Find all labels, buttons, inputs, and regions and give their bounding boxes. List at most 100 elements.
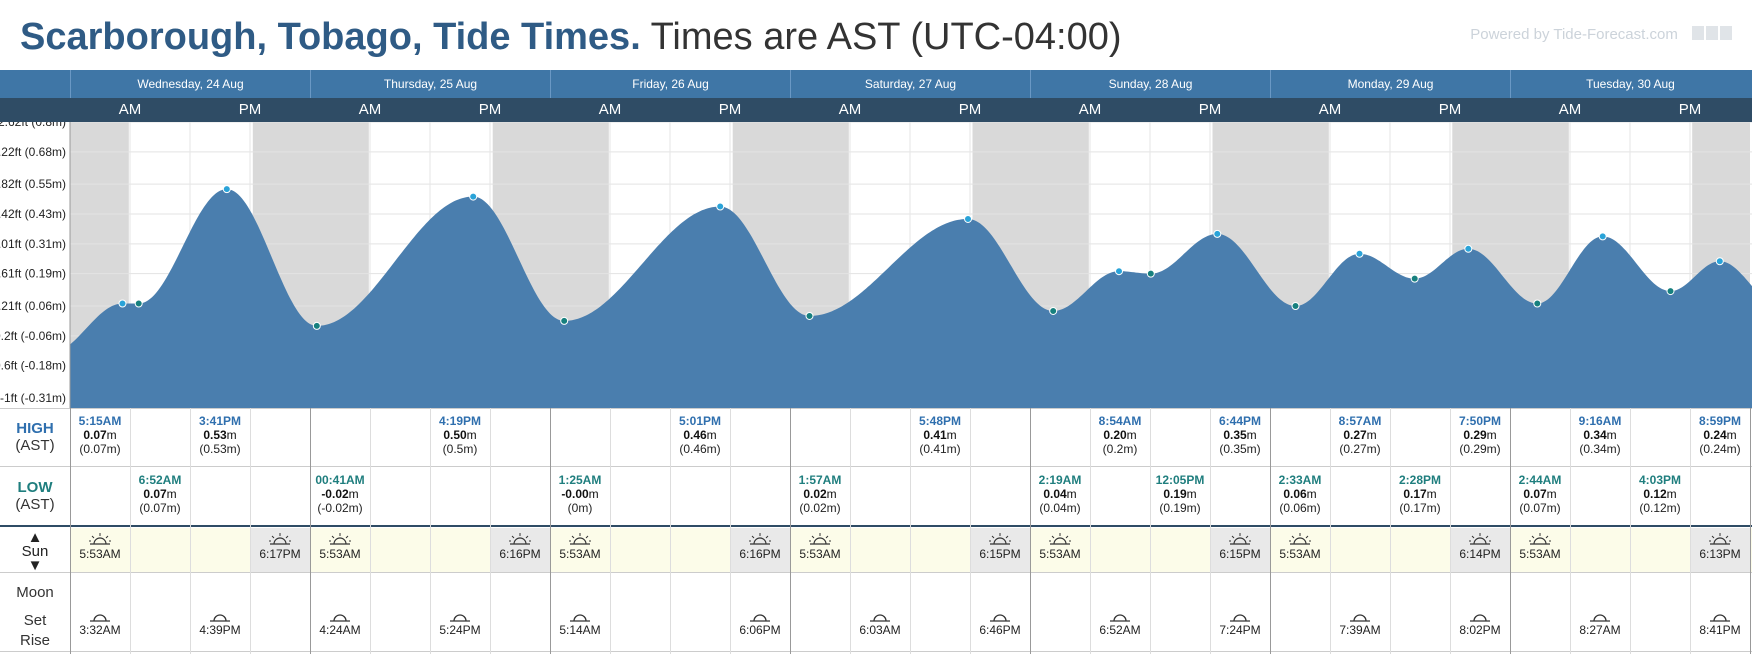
moon-cell: 6:52AM	[1090, 611, 1150, 637]
share-icons[interactable]	[1690, 26, 1732, 44]
sun-time: 5:53AM	[799, 547, 841, 561]
email-icon[interactable]	[1720, 26, 1732, 41]
twitter-icon[interactable]	[1706, 26, 1718, 41]
timezone-label: Times are AST (UTC-04:00)	[650, 16, 1122, 58]
slot-divider	[1090, 408, 1091, 654]
tide-time: 1:25AM	[558, 473, 602, 487]
moon-time: 4:39PM	[199, 623, 241, 637]
moon-icon	[1110, 614, 1130, 622]
tide-height-metric: (0.02m)	[799, 501, 841, 515]
sunset-icon	[1709, 533, 1731, 545]
high-tide-cell: 9:16AM 0.34m (0.34m)	[1570, 414, 1630, 456]
pm-label: PM	[1198, 101, 1222, 118]
powered-by[interactable]: Powered by Tide-Forecast.com	[1470, 26, 1732, 44]
tide-height: 0.46m	[683, 428, 717, 442]
sunrise-cell: 5:53AM	[310, 528, 370, 572]
tide-height: 0.34m	[1583, 428, 1617, 442]
tide-chart: 2.62ft (0.8m) 2.22ft (0.68m) 1.82ft (0.55m…	[0, 122, 1752, 408]
high-tide-cell: 4:19PM 0.50m (0.5m)	[430, 414, 490, 456]
tide-height: 0.06m	[1283, 487, 1317, 501]
y-tick-label: 1.01ft (0.31m)	[0, 237, 66, 251]
slot-divider	[850, 408, 851, 654]
moon-rise-label: Rise	[19, 632, 50, 649]
facebook-icon[interactable]	[1692, 26, 1704, 41]
day-divider	[70, 408, 71, 654]
moon-time: 8:02PM	[1459, 623, 1501, 637]
tide-height-metric: (0.12m)	[1639, 501, 1681, 515]
y-tick-label: 1.82ft (0.55m)	[0, 177, 66, 191]
y-tick-label: 2.62ft (0.8m)	[0, 122, 66, 129]
tide-height-metric: (0.34m)	[1579, 442, 1621, 456]
tide-height-metric: (0.07m)	[139, 501, 181, 515]
slot-divider	[1570, 408, 1571, 654]
low-tide-marker	[1146, 269, 1155, 278]
location-title: Scarborough, Tobago, Tide Times.	[20, 16, 641, 58]
high-tide-cell: 5:15AM 0.07m (0.07m)	[70, 414, 130, 456]
tide-time: 1:57AM	[798, 473, 842, 487]
sun-time: 6:15PM	[979, 547, 1021, 561]
tide-height: 0.41m	[923, 428, 957, 442]
slot-divider	[370, 408, 371, 654]
moon-icon	[750, 614, 770, 622]
sunrise-icon	[1289, 533, 1311, 545]
tide-height-metric: (0.2m)	[1102, 442, 1138, 456]
sunset-cell: 6:13PM	[1690, 528, 1750, 572]
low-tide-marker	[1533, 299, 1542, 308]
moon-cell: 5:24PM	[430, 611, 490, 637]
moon-icon	[90, 614, 110, 622]
sunset-icon	[269, 533, 291, 545]
tide-height-metric: (0.53m)	[199, 442, 241, 456]
tide-height-metric: (0.46m)	[679, 442, 721, 456]
powered-by-text: Powered by Tide-Forecast.com	[1470, 26, 1678, 43]
sunset-cell: 6:16PM	[490, 528, 550, 572]
moon-time: 5:14AM	[559, 623, 601, 637]
low-tide-cell: 2:19AM 0.04m (0.04m)	[1030, 473, 1090, 515]
low-tide-marker	[805, 311, 814, 320]
day-header: Saturday, 27 Aug	[790, 70, 1030, 98]
day-divider	[310, 408, 311, 654]
tide-height-metric: (0.5m)	[442, 442, 478, 456]
tide-height-metric: (0.29m)	[1459, 442, 1501, 456]
day-divider	[790, 408, 791, 654]
low-tide-marker	[1291, 302, 1300, 310]
slot-divider	[1630, 408, 1631, 654]
slot-divider	[1330, 408, 1331, 654]
high-tide-cell: 6:44PM 0.35m (0.35m)	[1210, 414, 1270, 456]
sunrise-cell: 5:53AM	[1270, 528, 1330, 572]
sunset-cell: 6:17PM	[250, 528, 310, 572]
low-tide-marker	[1666, 287, 1675, 296]
tide-height-metric: (0.27m)	[1339, 442, 1381, 456]
tide-height-metric: (0.07m)	[79, 442, 121, 456]
tide-time: 4:03PM	[1638, 473, 1682, 487]
tide-time: 2:33AM	[1278, 473, 1322, 487]
pm-label: PM	[1438, 101, 1462, 118]
tide-height: 0.19m	[1163, 487, 1197, 501]
sunset-icon	[509, 533, 531, 545]
day-header: Sunday, 28 Aug	[1030, 70, 1270, 98]
moon-icon	[990, 614, 1010, 622]
tide-height-metric: (0m)	[567, 501, 593, 515]
sun-time: 6:17PM	[259, 547, 301, 561]
sun-time: 6:16PM	[739, 547, 781, 561]
page-title: Scarborough, Tobago, Tide Times. Times a…	[20, 12, 1122, 62]
high-tide-cell: 8:59PM 0.24m (0.24m)	[1690, 414, 1750, 456]
sun-time: 6:15PM	[1219, 547, 1261, 561]
y-tick-label: 1.42ft (0.43m)	[0, 207, 66, 221]
tide-time: 2:19AM	[1038, 473, 1082, 487]
high-timezone: (AST)	[15, 437, 55, 454]
day-header: Thursday, 25 Aug	[310, 70, 550, 98]
low-tide-marker	[560, 316, 569, 325]
moon-cell: 6:06PM	[730, 611, 790, 637]
day-divider	[1750, 408, 1751, 654]
low-tide-cell: 2:44AM 0.07m (0.07m)	[1510, 473, 1570, 515]
sunset-icon	[989, 533, 1011, 545]
moon-icon	[330, 614, 350, 622]
pm-label: PM	[718, 101, 742, 118]
tide-height: 0.24m	[1703, 428, 1737, 442]
tide-time: 5:15AM	[78, 414, 122, 428]
sunrise-icon	[1529, 533, 1551, 545]
high-tide-cell: 5:01PM 0.46m (0.46m)	[670, 414, 730, 456]
am-label: AM	[358, 101, 382, 118]
tide-height-metric: (0.24m)	[1699, 442, 1741, 456]
moon-icon	[450, 614, 470, 622]
